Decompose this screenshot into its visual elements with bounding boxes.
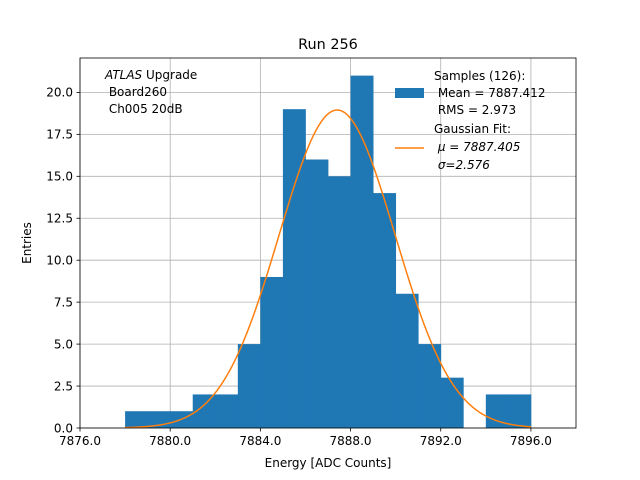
histogram-bar [418, 344, 442, 428]
legend-mu-text: μ = 7887.405 [437, 140, 521, 154]
chart-title: Run 256 [298, 37, 358, 53]
histogram-bar [440, 377, 464, 428]
y-tick-label: 0.0 [54, 421, 73, 435]
atlas-label: ATLAS [104, 68, 143, 82]
annotation-line-1: ATLAS Upgrade [104, 68, 197, 82]
legend-fit-mu: μ = 7887.405 [434, 140, 520, 154]
y-tick-label: 17.5 [46, 128, 73, 142]
x-tick-label: 7880.0 [149, 434, 191, 448]
legend-samples-title: Samples (126): [434, 69, 525, 83]
y-tick-label: 2.5 [54, 379, 73, 393]
y-tick-label: 7.5 [54, 295, 73, 309]
histogram-bar [485, 394, 509, 428]
annotation-board: Board260 [105, 85, 167, 99]
x-tick-label: 7888.0 [330, 434, 372, 448]
x-tick-label: 7892.0 [420, 434, 462, 448]
histogram-bar [215, 394, 239, 428]
histogram-bar [192, 394, 216, 428]
histogram-bar [282, 109, 306, 428]
annotation-channel: Ch005 20dB [105, 102, 183, 116]
x-tick-label: 7876.0 [59, 434, 101, 448]
y-axis-label: Entries [20, 222, 34, 264]
y-axis-ticks: 0.0 2.5 5.0 7.5 10.0 12.5 15.0 17.5 20.0 [46, 86, 80, 435]
legend-samples-rms: RMS = 2.973 [434, 103, 516, 117]
plot-frame [79, 57, 577, 429]
y-tick-label: 5.0 [54, 337, 73, 351]
atlas-annotation: ATLAS Upgrade Board260 Ch005 20dB [104, 68, 197, 116]
histogram-bars [125, 75, 532, 428]
legend-samples-mean: Mean = 7887.412 [434, 86, 545, 100]
histogram-bar [125, 411, 149, 428]
y-tick-label: 10.0 [46, 253, 73, 267]
y-tick-label: 12.5 [46, 212, 73, 226]
histogram-bar [350, 75, 374, 428]
legend: Samples (126): Mean = 7887.412 RMS = 2.9… [395, 69, 545, 172]
x-tick-label: 7896.0 [510, 434, 552, 448]
legend-samples-swatch [395, 88, 424, 98]
histogram-bar [237, 344, 261, 428]
legend-fit-sigma: σ=2.576 [434, 158, 490, 172]
upgrade-label: Upgrade [142, 68, 197, 82]
y-tick-label: 20.0 [46, 86, 73, 100]
histogram-bar [373, 193, 397, 428]
legend-sigma-text: σ=2.576 [438, 158, 490, 172]
x-axis-label: Energy [ADC Counts] [265, 456, 392, 470]
gaussian-fit-curve [125, 109, 531, 429]
histogram-bar [305, 159, 329, 428]
histogram-bar [260, 276, 284, 428]
x-axis-ticks: 7876.0 7880.0 7884.0 7888.0 7892.0 7896.0 [59, 428, 552, 448]
x-tick-label: 7884.0 [239, 434, 281, 448]
histogram-bar [328, 176, 351, 428]
histogram-bar [508, 394, 532, 428]
legend-fit-title: Gaussian Fit: [434, 122, 511, 136]
y-tick-label: 15.0 [46, 170, 73, 184]
histogram-bar [395, 293, 419, 428]
